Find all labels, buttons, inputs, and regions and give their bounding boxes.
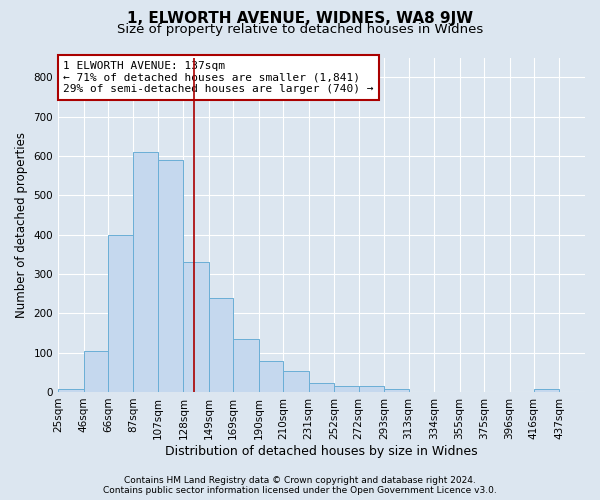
Bar [309, 384, 334, 392]
Bar [158, 160, 184, 392]
Bar [359, 386, 384, 392]
Text: Size of property relative to detached houses in Widnes: Size of property relative to detached ho… [117, 24, 483, 36]
Text: Contains public sector information licensed under the Open Government Licence v3: Contains public sector information licen… [103, 486, 497, 495]
Bar [334, 386, 359, 392]
Bar [534, 389, 559, 392]
Bar [209, 298, 233, 392]
Text: Contains HM Land Registry data © Crown copyright and database right 2024.: Contains HM Land Registry data © Crown c… [124, 476, 476, 485]
Text: 1 ELWORTH AVENUE: 137sqm
← 71% of detached houses are smaller (1,841)
29% of sem: 1 ELWORTH AVENUE: 137sqm ← 71% of detach… [64, 61, 374, 94]
Bar [184, 262, 209, 392]
Bar [384, 389, 409, 392]
X-axis label: Distribution of detached houses by size in Widnes: Distribution of detached houses by size … [165, 444, 478, 458]
Bar [233, 339, 259, 392]
Bar [58, 389, 83, 392]
Bar [283, 372, 309, 392]
Y-axis label: Number of detached properties: Number of detached properties [15, 132, 28, 318]
Bar [83, 350, 108, 392]
Bar [259, 362, 283, 392]
Bar [133, 152, 158, 392]
Bar [108, 234, 133, 392]
Text: 1, ELWORTH AVENUE, WIDNES, WA8 9JW: 1, ELWORTH AVENUE, WIDNES, WA8 9JW [127, 12, 473, 26]
